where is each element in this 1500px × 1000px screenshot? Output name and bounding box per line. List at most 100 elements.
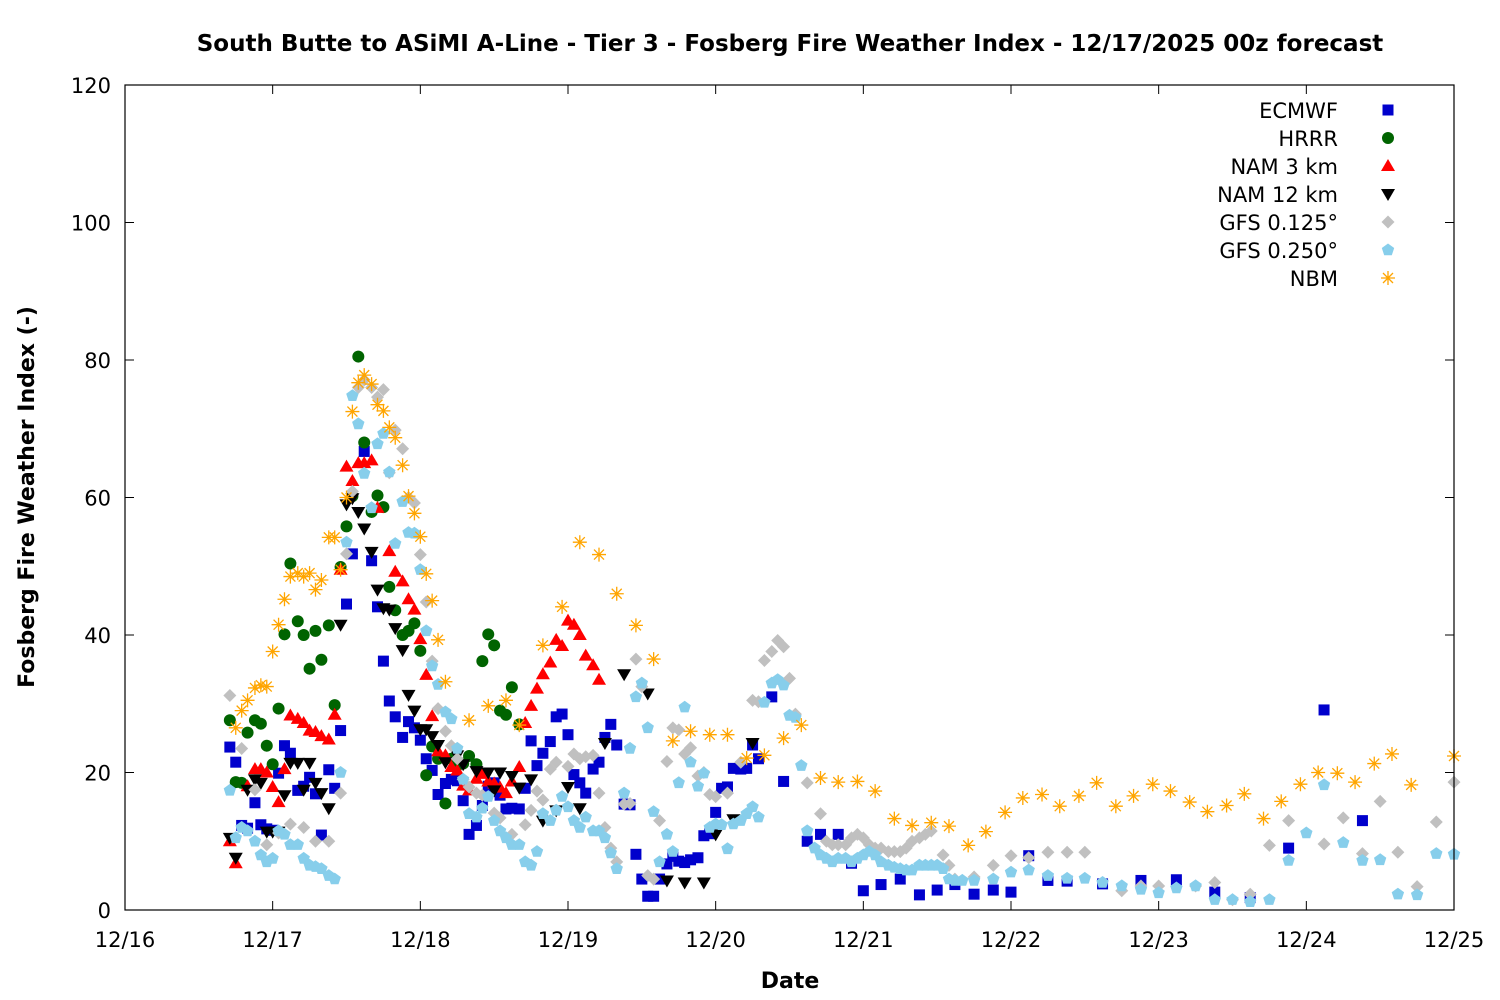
data-point-nam-3-km bbox=[529, 681, 544, 694]
data-point-gfs-0-250 bbox=[358, 466, 371, 479]
data-point-nam-3-km bbox=[475, 766, 490, 779]
data-point-nbm bbox=[998, 805, 1013, 820]
data-point-gfs-0-250 bbox=[439, 705, 452, 718]
data-point-ecmwf bbox=[537, 747, 549, 759]
x-tick-label: 12/20 bbox=[685, 928, 746, 952]
data-point-nam-12-km bbox=[321, 803, 336, 816]
data-point-hrrr bbox=[278, 628, 291, 641]
series-hrrr bbox=[223, 350, 526, 810]
data-point-nbm bbox=[941, 819, 956, 834]
data-point-ecmwf bbox=[224, 741, 236, 753]
data-point-gfs-0-125 bbox=[438, 724, 452, 738]
data-point-gfs-0-125 bbox=[248, 783, 262, 797]
data-point-ecmwf bbox=[278, 740, 290, 752]
data-point-hrrr bbox=[488, 639, 501, 652]
data-point-nam-12-km bbox=[493, 767, 508, 780]
data-point-nam-3-km bbox=[512, 760, 527, 772]
data-point-nam-3-km bbox=[382, 544, 397, 557]
y-tick-label: 120 bbox=[71, 74, 111, 98]
data-point-gfs-0-250 bbox=[499, 831, 513, 844]
data-point-nam-12-km bbox=[438, 757, 453, 770]
data-point-ecmwf bbox=[1005, 886, 1017, 898]
data-point-gfs-0-125 bbox=[1336, 811, 1350, 825]
data-point-hrrr bbox=[297, 629, 310, 641]
data-point-gfs-0-125 bbox=[1391, 845, 1405, 859]
data-point-gfs-0-250 bbox=[672, 776, 685, 789]
data-point-nam-12-km bbox=[617, 669, 632, 682]
data-point-hrrr bbox=[499, 708, 512, 721]
data-point-gfs-0-250 bbox=[371, 437, 384, 450]
data-point-hrrr bbox=[482, 628, 495, 641]
data-point-nbm bbox=[683, 724, 698, 739]
legend-marker-hrrr bbox=[1382, 132, 1394, 144]
data-point-gfs-0-250 bbox=[431, 678, 445, 690]
data-point-gfs-0-125 bbox=[376, 383, 390, 397]
data-point-nam-3-km bbox=[395, 574, 410, 587]
data-point-gfs-0-250 bbox=[248, 834, 262, 847]
data-point-gfs-0-250 bbox=[641, 721, 654, 734]
data-point-gfs-0-125 bbox=[814, 807, 828, 821]
data-point-gfs-0-125 bbox=[586, 748, 600, 762]
data-point-nam-12-km bbox=[388, 623, 403, 636]
data-point-gfs-0-250 bbox=[684, 755, 697, 768]
data-point-ecmwf bbox=[389, 711, 401, 723]
legend-label: NAM 3 km bbox=[1230, 155, 1338, 179]
legend-label: GFS 0.125° bbox=[1219, 211, 1338, 235]
data-point-gfs-0-125 bbox=[1060, 845, 1074, 859]
data-point-ecmwf bbox=[685, 854, 697, 866]
data-point-gfs-0-125 bbox=[308, 834, 322, 848]
data-point-nam-3-km bbox=[407, 602, 422, 615]
data-point-ecmwf bbox=[249, 797, 261, 809]
data-point-nbm bbox=[240, 693, 255, 708]
data-point-ecmwf bbox=[673, 855, 685, 867]
data-point-ecmwf bbox=[292, 784, 304, 796]
data-point-ecmwf bbox=[698, 830, 710, 842]
data-point-nbm bbox=[271, 617, 286, 632]
data-point-nam-12-km bbox=[228, 852, 243, 865]
data-point-ecmwf bbox=[372, 601, 384, 613]
data-point-ecmwf bbox=[494, 789, 506, 801]
y-axis: 0 20 40 60 80 100 120 bbox=[71, 74, 1454, 923]
data-point-hrrr bbox=[371, 489, 384, 502]
x-tick-label: 12/21 bbox=[833, 928, 894, 952]
data-point-gfs-0-125 bbox=[1208, 876, 1222, 889]
data-point-gfs-0-250 bbox=[623, 741, 637, 754]
data-point-gfs-0-250 bbox=[956, 873, 969, 886]
data-point-nbm bbox=[702, 727, 717, 742]
data-point-ecmwf bbox=[358, 445, 370, 457]
data-point-gfs-0-250 bbox=[752, 810, 765, 823]
data-point-gfs-0-250 bbox=[297, 851, 310, 864]
legend-label: ECMWF bbox=[1259, 99, 1338, 123]
data-point-gfs-0-125 bbox=[709, 790, 723, 804]
data-point-nbm bbox=[395, 458, 410, 473]
data-point-nbm bbox=[481, 698, 496, 713]
data-point-hrrr bbox=[260, 739, 273, 752]
data-point-gfs-0-250 bbox=[470, 810, 483, 823]
data-point-nam-12-km bbox=[561, 781, 575, 794]
legend-marker-gfs-0-125 bbox=[1381, 215, 1395, 229]
data-point-gfs-0-250 bbox=[408, 526, 421, 539]
data-point-gfs-0-250 bbox=[579, 810, 592, 823]
data-point-nam-12-km bbox=[504, 770, 519, 783]
data-point-nbm bbox=[1404, 777, 1419, 792]
data-point-ecmwf bbox=[766, 691, 778, 703]
data-point-ecmwf bbox=[778, 775, 790, 787]
data-point-nbm bbox=[887, 811, 902, 826]
data-point-gfs-0-250 bbox=[550, 803, 563, 816]
data-point-nbm bbox=[757, 748, 772, 763]
data-point-nam-12-km bbox=[370, 584, 385, 597]
data-point-gfs-0-125 bbox=[322, 834, 336, 848]
data-point-ecmwf bbox=[323, 764, 335, 776]
data-point-gfs-0-250 bbox=[1263, 893, 1276, 905]
data-point-ecmwf bbox=[309, 788, 321, 800]
data-point-gfs-0-125 bbox=[413, 548, 427, 562]
data-point-gfs-0-125 bbox=[777, 640, 791, 654]
data-point-nbm bbox=[1052, 799, 1067, 814]
y-tick-label: 20 bbox=[84, 762, 111, 786]
data-point-gfs-0-250 bbox=[334, 766, 347, 778]
data-point-hrrr bbox=[241, 726, 254, 739]
data-point-ecmwf bbox=[383, 695, 395, 707]
data-point-nam-12-km bbox=[308, 777, 323, 790]
data-point-nbm bbox=[1293, 777, 1308, 792]
data-point-nbm bbox=[308, 582, 323, 597]
